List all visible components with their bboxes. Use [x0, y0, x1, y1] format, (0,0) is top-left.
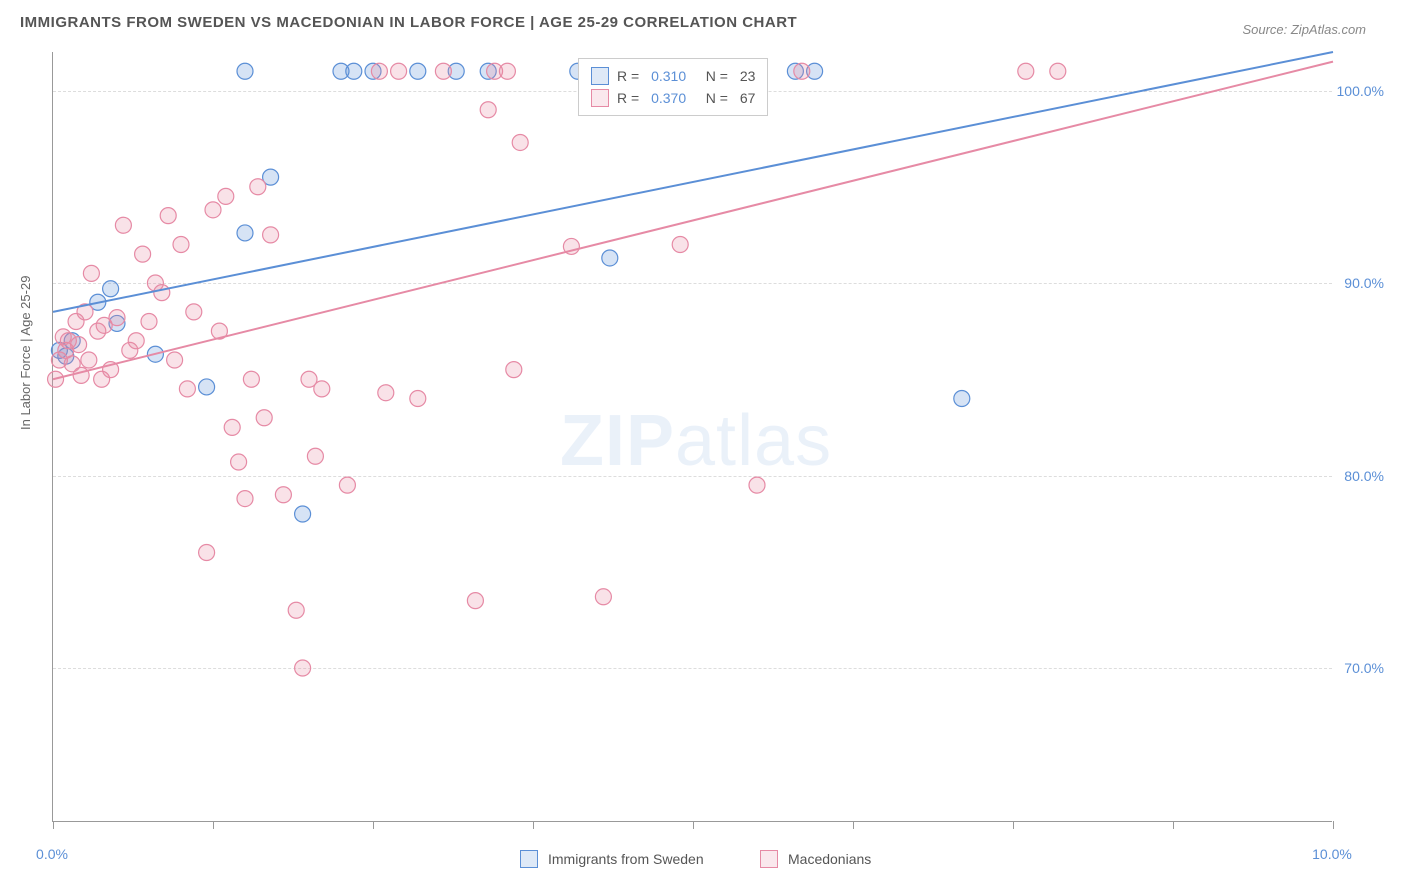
x-tick	[1333, 821, 1334, 829]
data-point-macedonian	[672, 237, 688, 253]
data-point-sweden	[237, 225, 253, 241]
x-tick	[1013, 821, 1014, 829]
x-tick	[373, 821, 374, 829]
source-attribution: Source: ZipAtlas.com	[1242, 22, 1366, 37]
data-point-macedonian	[275, 487, 291, 503]
data-point-macedonian	[115, 217, 131, 233]
legend-n-label: N =	[694, 87, 728, 109]
x-tick	[693, 821, 694, 829]
data-point-macedonian	[595, 589, 611, 605]
legend-swatch-macedonian	[760, 850, 778, 868]
data-point-sweden	[103, 281, 119, 297]
data-point-macedonian	[243, 371, 259, 387]
data-point-macedonian	[480, 102, 496, 118]
series-label: Immigrants from Sweden	[548, 851, 704, 867]
x-tick	[1173, 821, 1174, 829]
data-point-sweden	[346, 63, 362, 79]
x-tick	[213, 821, 214, 829]
data-point-macedonian	[1050, 63, 1066, 79]
data-point-sweden	[602, 250, 618, 266]
data-point-macedonian	[378, 385, 394, 401]
y-tick-label: 100.0%	[1337, 83, 1384, 99]
series-label: Macedonians	[788, 851, 871, 867]
plot-area	[52, 52, 1332, 822]
data-point-macedonian	[794, 63, 810, 79]
data-point-macedonian	[314, 381, 330, 397]
data-point-sweden	[237, 63, 253, 79]
data-point-macedonian	[263, 227, 279, 243]
data-point-macedonian	[1018, 63, 1034, 79]
data-point-macedonian	[141, 314, 157, 330]
series-legend-macedonian: Macedonians	[760, 850, 871, 868]
chart-svg	[53, 52, 1333, 822]
x-tick	[853, 821, 854, 829]
data-point-macedonian	[179, 381, 195, 397]
data-point-macedonian	[288, 602, 304, 618]
y-tick-label: 90.0%	[1344, 275, 1384, 291]
legend-r-value: 0.310	[647, 65, 686, 87]
data-point-macedonian	[512, 134, 528, 150]
data-point-macedonian	[237, 491, 253, 507]
data-point-macedonian	[218, 188, 234, 204]
data-point-macedonian	[256, 410, 272, 426]
y-axis-label: In Labor Force | Age 25-29	[18, 276, 33, 430]
legend-r-label: R =	[617, 65, 639, 87]
legend-swatch-macedonian	[591, 89, 609, 107]
data-point-sweden	[199, 379, 215, 395]
data-point-sweden	[295, 506, 311, 522]
data-point-sweden	[954, 391, 970, 407]
data-point-macedonian	[467, 593, 483, 609]
legend-n-value: 67	[736, 87, 755, 109]
data-point-macedonian	[173, 237, 189, 253]
x-tick-label: 10.0%	[1312, 846, 1352, 862]
data-point-macedonian	[83, 265, 99, 281]
legend-row-macedonian: R = 0.370 N = 67	[591, 87, 755, 109]
data-point-macedonian	[160, 208, 176, 224]
data-point-macedonian	[186, 304, 202, 320]
data-point-macedonian	[128, 333, 144, 349]
data-point-macedonian	[339, 477, 355, 493]
x-tick-label: 0.0%	[36, 846, 68, 862]
data-point-macedonian	[231, 454, 247, 470]
data-point-macedonian	[295, 660, 311, 676]
data-point-macedonian	[435, 63, 451, 79]
correlation-legend: R = 0.310 N = 23R = 0.370 N = 67	[578, 58, 768, 116]
data-point-sweden	[410, 63, 426, 79]
data-point-macedonian	[205, 202, 221, 218]
y-tick-label: 70.0%	[1344, 660, 1384, 676]
data-point-macedonian	[410, 391, 426, 407]
legend-row-sweden: R = 0.310 N = 23	[591, 65, 755, 87]
legend-n-label: N =	[694, 65, 728, 87]
data-point-macedonian	[250, 179, 266, 195]
x-tick	[533, 821, 534, 829]
data-point-macedonian	[71, 337, 87, 353]
legend-r-label: R =	[617, 87, 639, 109]
data-point-macedonian	[199, 545, 215, 561]
legend-n-value: 23	[736, 65, 755, 87]
data-point-macedonian	[506, 362, 522, 378]
data-point-macedonian	[81, 352, 97, 368]
legend-swatch-sweden	[591, 67, 609, 85]
legend-swatch-sweden	[520, 850, 538, 868]
data-point-macedonian	[167, 352, 183, 368]
chart-title: IMMIGRANTS FROM SWEDEN VS MACEDONIAN IN …	[20, 14, 797, 31]
data-point-macedonian	[307, 448, 323, 464]
data-point-macedonian	[749, 477, 765, 493]
series-legend-sweden: Immigrants from Sweden	[520, 850, 704, 868]
data-point-macedonian	[391, 63, 407, 79]
y-tick-label: 80.0%	[1344, 468, 1384, 484]
data-point-macedonian	[135, 246, 151, 262]
data-point-macedonian	[224, 419, 240, 435]
data-point-macedonian	[371, 63, 387, 79]
data-point-macedonian	[154, 285, 170, 301]
legend-r-value: 0.370	[647, 87, 686, 109]
x-tick	[53, 821, 54, 829]
data-point-macedonian	[499, 63, 515, 79]
data-point-macedonian	[73, 367, 89, 383]
data-point-macedonian	[109, 310, 125, 326]
